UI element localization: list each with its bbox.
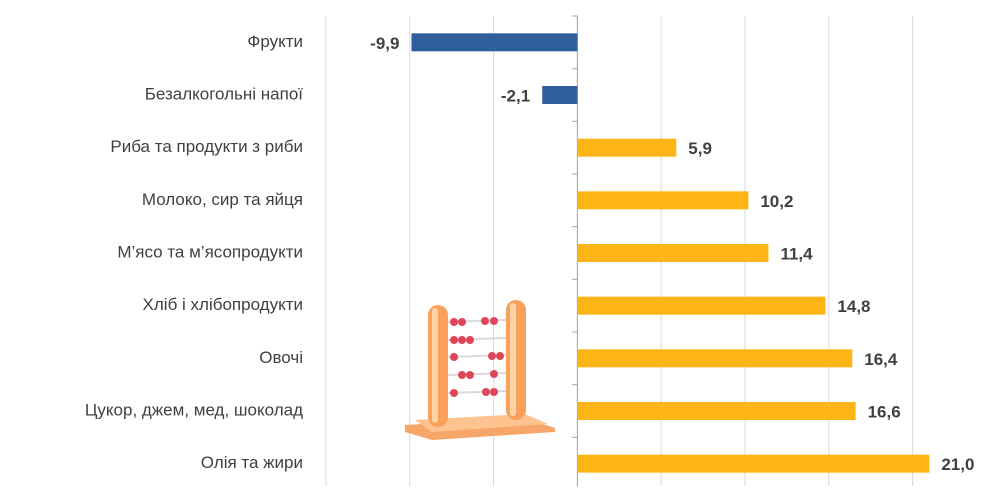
value-label: 14,8 <box>837 297 870 316</box>
category-label: Фрукти <box>247 32 303 51</box>
category-label: Риба та продукти з риби <box>110 137 303 156</box>
bar <box>577 138 677 157</box>
bar <box>577 349 853 368</box>
bar <box>577 191 749 210</box>
value-label: 16,6 <box>868 402 901 421</box>
category-label: Олія та жири <box>201 453 303 472</box>
value-label: 5,9 <box>688 139 712 158</box>
bar <box>577 296 826 315</box>
category-label: Хліб і хлібопродукти <box>143 295 303 314</box>
bar <box>577 244 769 262</box>
bar <box>542 86 578 104</box>
bar <box>577 454 930 473</box>
value-label: -9,9 <box>370 34 399 53</box>
abacus-icon <box>405 300 555 440</box>
category-label: Безалкогольні напої <box>145 84 304 103</box>
bar <box>577 402 856 420</box>
category-label: М’ясо та м’ясопродукти <box>117 242 303 261</box>
value-label: 16,4 <box>864 350 898 369</box>
value-label: 10,2 <box>760 192 793 211</box>
value-label: -2,1 <box>501 86 530 105</box>
value-label: 11,4 <box>780 244 813 263</box>
category-label: Овочі <box>259 348 303 367</box>
category-label: Молоко, сир та яйця <box>142 190 303 209</box>
bar <box>411 33 578 52</box>
category-label: Цукор, джем, мед, шоколад <box>85 400 303 419</box>
value-label: 21,0 <box>941 455 974 474</box>
